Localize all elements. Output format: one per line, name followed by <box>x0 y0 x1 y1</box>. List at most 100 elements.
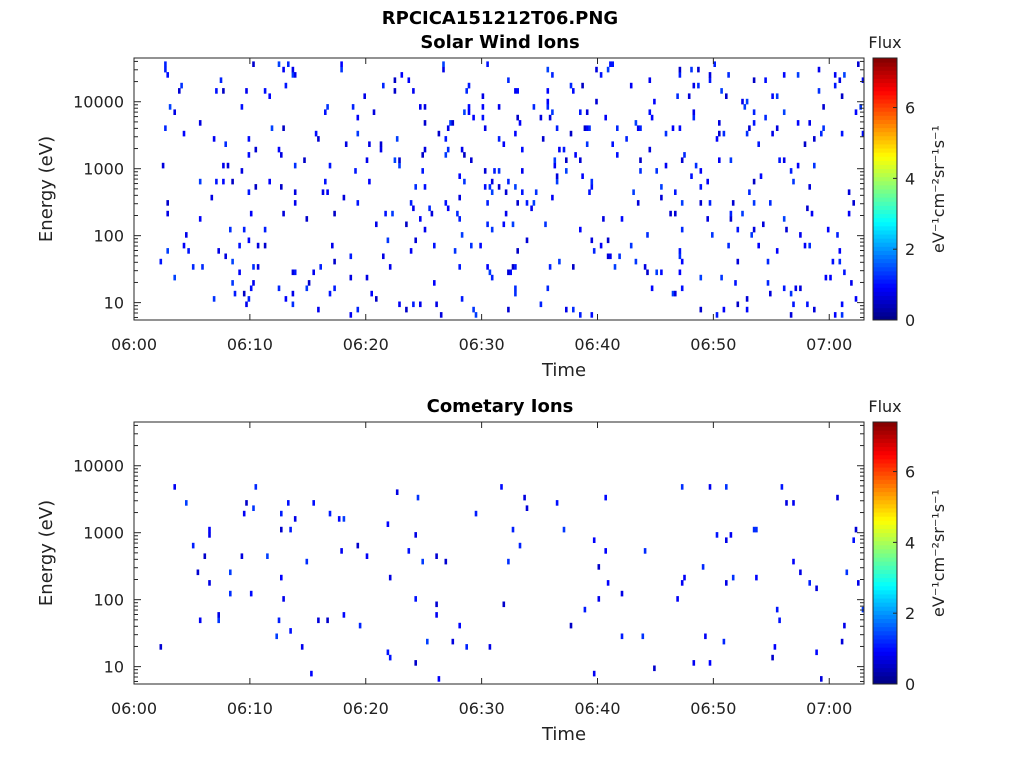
spectrogram-cell <box>368 178 371 185</box>
spectrogram-cell <box>562 526 566 533</box>
colorbar-swatch <box>873 115 897 120</box>
spectrogram-cell <box>426 638 429 645</box>
colorbar-swatch <box>873 651 897 656</box>
spectrogram-cell <box>572 264 575 270</box>
spectrogram-cell <box>671 125 675 131</box>
spectrogram-cell <box>741 98 744 105</box>
spectrogram-cell <box>725 580 728 586</box>
spectrogram-cell <box>511 526 515 533</box>
spectrogram-cell <box>229 569 232 576</box>
spectrogram-cell <box>324 178 327 185</box>
spectrogram-cell <box>745 306 749 313</box>
spectrogram-cell <box>511 221 515 228</box>
spectrogram-cell <box>569 82 573 89</box>
spectrogram-cell <box>231 258 234 265</box>
spectrogram-cell <box>414 532 417 538</box>
spectrogram-cell <box>395 489 399 495</box>
spectrogram-cell <box>616 152 619 158</box>
spectrogram-cell <box>483 184 487 190</box>
spectrogram-cell <box>472 306 475 313</box>
colorbar-swatch <box>873 548 897 554</box>
spectrogram-cell <box>755 574 758 581</box>
spectrogram-cell <box>444 558 448 565</box>
spectrogram-cell <box>474 312 478 318</box>
spectrogram-cell <box>168 104 172 110</box>
x-tick-label: 06:00 <box>111 699 157 718</box>
spectrogram-cell <box>699 184 703 190</box>
colorbar-swatch <box>873 225 897 231</box>
colorbar-swatch <box>873 540 897 546</box>
spectrogram-cell <box>198 120 202 126</box>
spectrogram-cell <box>521 168 524 174</box>
colorbar: 0 2 4 6 Flux eV⁻¹cm⁻²sr⁻¹s⁻¹ <box>868 33 948 330</box>
spectrogram-cell <box>470 242 473 249</box>
colorbar-swatch <box>873 123 897 129</box>
spectrogram-cell <box>574 152 577 158</box>
spectrogram-cell <box>854 109 858 115</box>
spectrogram-cell <box>680 200 684 206</box>
spectrogram-cell <box>407 77 411 83</box>
plot-area-frame <box>133 421 865 685</box>
colorbar-swatch <box>873 283 897 288</box>
spectrogram-cell <box>525 237 529 244</box>
colorbar-swatch <box>873 193 897 198</box>
colorbar-swatch <box>873 610 897 615</box>
colorbar-swatch <box>873 442 897 448</box>
colorbar-swatch <box>873 479 897 484</box>
spectrogram-cell <box>796 120 800 126</box>
spectrogram-cell <box>196 569 200 576</box>
spectrogram-cell <box>516 114 519 121</box>
spectrogram-cell <box>312 269 315 276</box>
spectrogram-cell <box>326 189 329 195</box>
colorbar-swatch <box>873 279 897 284</box>
spectrogram-cell <box>289 526 292 533</box>
spectrogram-cell <box>490 178 494 185</box>
spectrogram-cell <box>490 189 494 195</box>
spectrogram-cell <box>539 114 543 121</box>
spectrogram-cell <box>240 104 244 110</box>
colorbar-frame <box>872 57 898 321</box>
spectrogram-cell <box>525 200 529 206</box>
spectrogram-cell <box>771 130 774 137</box>
spectrogram-cell <box>609 253 612 260</box>
spectrogram-cell <box>725 537 728 543</box>
spectrogram-cell <box>421 152 424 158</box>
spectrogram-cell <box>604 494 607 501</box>
colorbar-swatch <box>873 553 897 558</box>
spectrogram-cell <box>326 617 329 624</box>
spectrogram-cell <box>268 178 271 185</box>
spectrogram-cell <box>678 125 682 131</box>
spectrogram-cell <box>850 280 853 286</box>
x-tick-label: 06:40 <box>574 335 620 354</box>
spectrogram-cell <box>463 109 466 115</box>
spectrogram-cell <box>481 104 485 110</box>
spectrogram-cell <box>599 242 603 249</box>
spectrogram-cell <box>245 88 248 94</box>
colorbar-swatch <box>873 602 897 607</box>
spectrogram-cell <box>706 216 709 222</box>
spectrogram-cell <box>458 622 461 629</box>
spectrogram-cell <box>785 500 788 506</box>
spectrogram-cell <box>634 120 638 126</box>
colorbar-tick-label: 2 <box>905 604 915 623</box>
spectrogram-cell <box>653 98 656 105</box>
spectrogram-cell <box>164 66 167 73</box>
colorbar-tick-label: 6 <box>905 99 915 118</box>
colorbar-swatch <box>873 422 897 427</box>
colorbar-swatch <box>873 450 897 456</box>
spectrogram-cell <box>843 622 846 629</box>
y-axis-label: Energy (eV) <box>36 136 57 242</box>
spectrogram-cell <box>701 564 705 570</box>
spectrogram-cell <box>252 264 255 270</box>
spectrogram-cell <box>212 296 216 302</box>
spectrogram-cell <box>467 109 471 115</box>
spectrogram-cell <box>731 200 735 206</box>
spectrogram-cell <box>718 157 721 163</box>
colorbar-swatch <box>873 471 897 476</box>
spectrogram-cell <box>852 200 855 206</box>
spectrogram-cell <box>507 306 510 313</box>
colorbar-swatch <box>873 671 897 677</box>
spectrogram-cell <box>606 66 610 73</box>
spectrogram-cell <box>708 72 712 78</box>
spectrogram-cell <box>356 200 360 206</box>
